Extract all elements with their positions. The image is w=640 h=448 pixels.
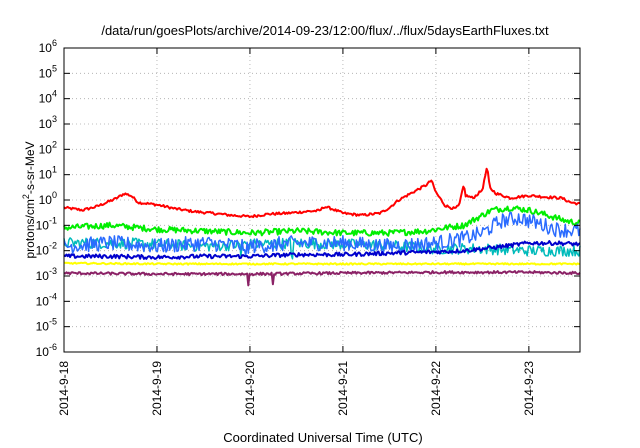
y-tick-label: 104 — [39, 89, 57, 106]
x-tick-label: 2014-9-19 — [150, 361, 164, 416]
grid-lines — [64, 48, 580, 352]
y-tick-base: 10 — [39, 41, 53, 55]
y-tick-label: 10-5 — [36, 317, 57, 334]
y-tick-base: 10 — [39, 193, 53, 207]
y-axis-label-superscript: 2 — [21, 194, 31, 199]
y-tick-base: 10 — [36, 218, 50, 232]
y-tick-base: 10 — [36, 345, 50, 359]
x-tick-label: 2014-9-20 — [243, 361, 257, 416]
y-tick-label: 10-3 — [36, 266, 57, 283]
y-tick-exponent: -4 — [49, 291, 57, 301]
y-axis: 10-610-510-410-310-210-11001011021031041… — [36, 38, 580, 359]
y-tick-exponent: 3 — [52, 114, 57, 124]
y-tick-exponent: 0 — [52, 190, 57, 200]
x-axis-label: Coordinated Universal Time (UTC) — [223, 430, 422, 445]
y-tick-exponent: -5 — [49, 317, 57, 327]
y-tick-exponent: 4 — [52, 89, 57, 99]
y-tick-base: 10 — [39, 66, 53, 80]
series-layer — [63, 167, 581, 287]
y-tick-exponent: 1 — [52, 165, 57, 175]
y-tick-label: 105 — [39, 63, 57, 80]
y-tick-base: 10 — [36, 320, 50, 334]
y-tick-base: 10 — [36, 244, 50, 258]
x-tick-label: 2014-9-18 — [57, 361, 71, 416]
y-tick-base: 10 — [39, 117, 53, 131]
y-tick-label: 102 — [39, 139, 57, 156]
y-tick-label: 10-2 — [36, 241, 57, 258]
y-tick-exponent: -2 — [49, 241, 57, 251]
y-tick-label: 10-1 — [36, 215, 57, 232]
y-tick-base: 10 — [39, 168, 53, 182]
y-tick-label: 10-4 — [36, 291, 57, 308]
series-line-5 — [63, 240, 581, 260]
y-axis-label: protons/cm2-s-sr-MeV — [21, 141, 37, 258]
y-tick-exponent: 2 — [52, 139, 57, 149]
y-axis-label-main: protons/cm — [23, 199, 37, 258]
series-line-6 — [63, 261, 581, 266]
y-tick-label: 100 — [39, 190, 57, 207]
series-line-7 — [63, 270, 581, 287]
y-tick-base: 10 — [39, 92, 53, 106]
series-line-2 — [63, 205, 581, 237]
y-tick-base: 10 — [36, 294, 50, 308]
series-line-4 — [63, 211, 581, 258]
y-tick-exponent: -3 — [49, 266, 57, 276]
x-axis: 2014-9-18 2014-9-19 2014-9-20 2014-9-21 2014… — [57, 48, 536, 416]
x-tick-label: 2014-9-22 — [429, 361, 443, 416]
y-tick-label: 101 — [39, 165, 57, 182]
x-tick-label: 2014-9-21 — [336, 361, 350, 416]
plot-frame — [63, 47, 581, 353]
series-line-1 — [63, 167, 581, 219]
y-tick-exponent: 6 — [52, 38, 57, 48]
y-tick-exponent: -6 — [49, 342, 57, 352]
x-tick-label: 2014-9-23 — [522, 361, 536, 416]
series-line-3 — [63, 237, 581, 260]
y-tick-exponent: 5 — [52, 63, 57, 73]
y-tick-label: 10-6 — [36, 342, 57, 359]
y-tick-label: 106 — [39, 38, 57, 55]
y-tick-base: 10 — [39, 142, 53, 156]
y-tick-label: 103 — [39, 114, 57, 131]
y-axis-label-unit: -s-sr-MeV — [23, 141, 37, 194]
y-tick-exponent: -1 — [49, 215, 57, 225]
chart-title: /data/run/goesPlots/archive/2014-09-23/1… — [101, 23, 549, 38]
y-tick-base: 10 — [36, 269, 50, 283]
